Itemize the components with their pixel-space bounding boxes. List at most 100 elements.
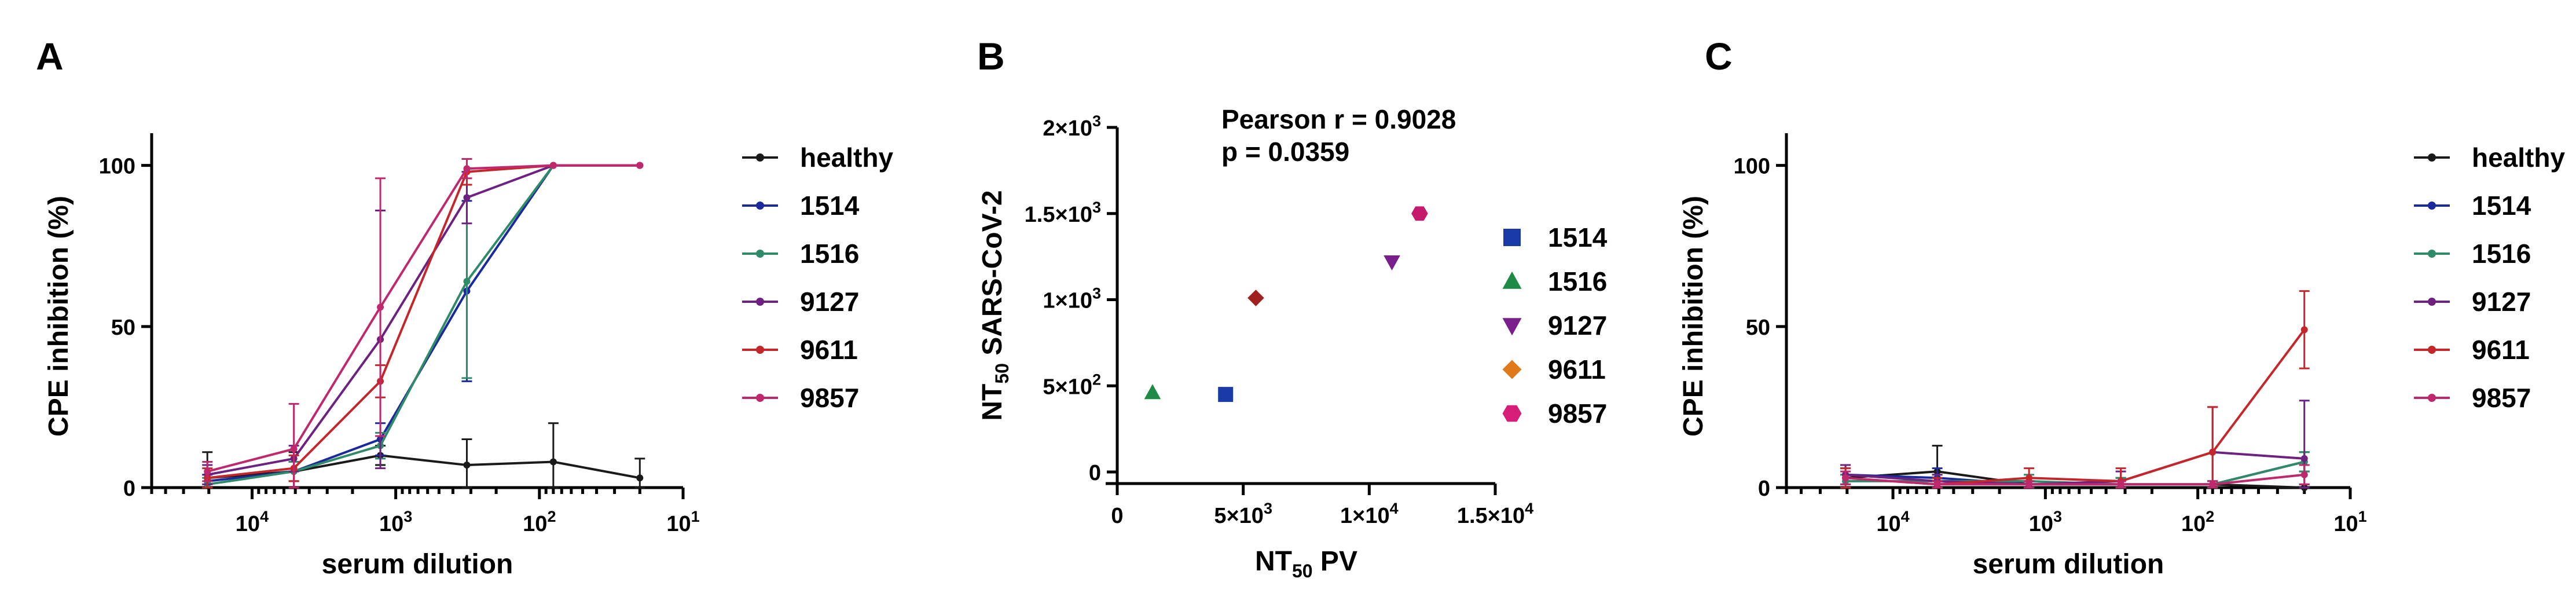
x-tick-exponent: 4 <box>1525 500 1533 517</box>
series-1514 <box>202 162 644 489</box>
x-tick-exponent: 2 <box>2206 508 2214 525</box>
legend-marker <box>756 298 764 306</box>
data-point <box>1933 481 1941 488</box>
x-tick-base: 1.5×10 <box>1457 504 1525 528</box>
series-1516 <box>202 162 644 489</box>
legend-item-9127: 9127 <box>742 287 859 317</box>
legend-label: 9857 <box>1548 398 1607 429</box>
y-tick-label: 100 <box>1734 155 1770 179</box>
legend-item-9611: 9611 <box>742 335 858 365</box>
legend-marker <box>1502 405 1522 422</box>
x-axis-title: serum dilution <box>322 549 513 580</box>
x-tick-label: 5×103 <box>1214 500 1272 528</box>
series-9611 <box>1840 290 2310 489</box>
legend-marker <box>756 153 764 162</box>
x-tick-label: 102 <box>523 508 556 536</box>
data-point <box>2300 471 2308 478</box>
legend-marker <box>2428 394 2436 402</box>
y-tick-label: 1×103 <box>1043 285 1101 313</box>
legend-item-1516: 1516 <box>742 239 859 269</box>
legend-item-9611: 9611 <box>1502 354 1606 385</box>
y-tick-label: 2×103 <box>1043 112 1101 141</box>
x-tick-base: 10 <box>2181 512 2206 536</box>
axis-title-subscript: 50 <box>992 363 1012 384</box>
axis-title-subscript: 50 <box>1292 561 1313 581</box>
stat-annotation: Pearson r = 0.9028 <box>1221 104 1456 134</box>
x-tick-base: 10 <box>236 512 260 536</box>
legend-label: 9611 <box>2472 335 2530 365</box>
legend-item-9857: 9857 <box>1502 398 1607 429</box>
legend-label: 1514 <box>1548 222 1608 252</box>
legend-label: 9611 <box>1548 354 1606 385</box>
x-tick-label: 103 <box>379 508 412 536</box>
legend-marker <box>2428 202 2436 210</box>
legend-label: 1514 <box>800 191 860 221</box>
legend-item-1516: 1516 <box>1502 266 1607 296</box>
x-tick-base: 10 <box>2333 512 2358 536</box>
x-tick-exponent: 4 <box>1901 508 1910 525</box>
legend-label: 1516 <box>1548 266 1607 296</box>
y-tick-label: 0 <box>123 477 135 501</box>
legend-item-9857: 9857 <box>742 383 859 413</box>
data-point <box>2209 448 2217 456</box>
axis-title-part: NT <box>1255 546 1292 577</box>
series-9611 <box>202 158 644 489</box>
legend-item-healthy: healthy <box>2414 142 2565 173</box>
y-tick-base: 1.5×10 <box>1025 203 1092 227</box>
y-tick-exponent: 3 <box>1092 285 1101 302</box>
data-point <box>2209 481 2217 488</box>
x-tick-exponent: 3 <box>1264 500 1272 517</box>
legend-marker <box>756 202 764 210</box>
legend-marker <box>1503 229 1521 246</box>
y-tick-base: 2×10 <box>1043 116 1092 141</box>
data-point <box>290 445 298 453</box>
x-tick-base: 0 <box>1111 504 1123 528</box>
y-tick-label: 5×102 <box>1043 371 1101 399</box>
x-tick-label: 102 <box>2181 508 2214 536</box>
data-point <box>636 162 644 169</box>
x-axis-title: serum dilution <box>1973 549 2164 580</box>
series-line-9857 <box>207 164 640 473</box>
legend-marker <box>1502 318 1522 336</box>
legend-item-9857: 9857 <box>2414 383 2531 413</box>
data-point <box>636 474 644 482</box>
series-line-9127 <box>1845 451 2305 486</box>
y-axis-title: NT50 SARS-CoV-2 <box>977 190 1012 420</box>
x-tick-base: 10 <box>666 512 691 536</box>
data-point <box>2117 481 2124 488</box>
legend-label: 1514 <box>2472 191 2531 221</box>
series-line-9857 <box>1845 473 2305 486</box>
y-axis-title: CPE inhibition (%) <box>1678 196 1709 437</box>
x-tick-label: 0 <box>1111 504 1123 528</box>
legend-label: 9127 <box>2472 287 2531 317</box>
data-point <box>204 468 211 475</box>
legend-label: 9857 <box>2472 383 2531 413</box>
data-point-9857 <box>1411 206 1428 221</box>
series-line-9611 <box>207 164 640 479</box>
x-tick-label: 1.5×104 <box>1457 500 1533 528</box>
x-tick-base: 10 <box>523 512 547 536</box>
y-tick-exponent: 2 <box>1092 371 1101 388</box>
data-point <box>463 194 471 202</box>
axis-title-part: NT <box>977 384 1008 421</box>
y-tick-base: 0 <box>1089 461 1101 485</box>
x-tick-label: 103 <box>2029 508 2062 536</box>
legend-marker <box>2428 346 2436 354</box>
y-tick-label: 50 <box>1746 316 1770 340</box>
series-line-9611 <box>1845 329 2306 486</box>
legend-item-1516: 1516 <box>2414 239 2531 269</box>
y-tick-base: 5×10 <box>1043 375 1092 399</box>
legend-marker <box>756 346 764 354</box>
data-point <box>549 458 557 466</box>
y-tick-label: 50 <box>111 316 135 340</box>
x-tick-exponent: 3 <box>403 508 412 525</box>
data-point-9611 <box>1247 290 1264 306</box>
panel-label-a: A <box>36 35 64 78</box>
y-axis-title: CPE inhibition (%) <box>43 196 74 437</box>
data-point <box>463 165 471 173</box>
legend-label: healthy <box>800 142 893 173</box>
legend-label: 9611 <box>800 335 858 365</box>
